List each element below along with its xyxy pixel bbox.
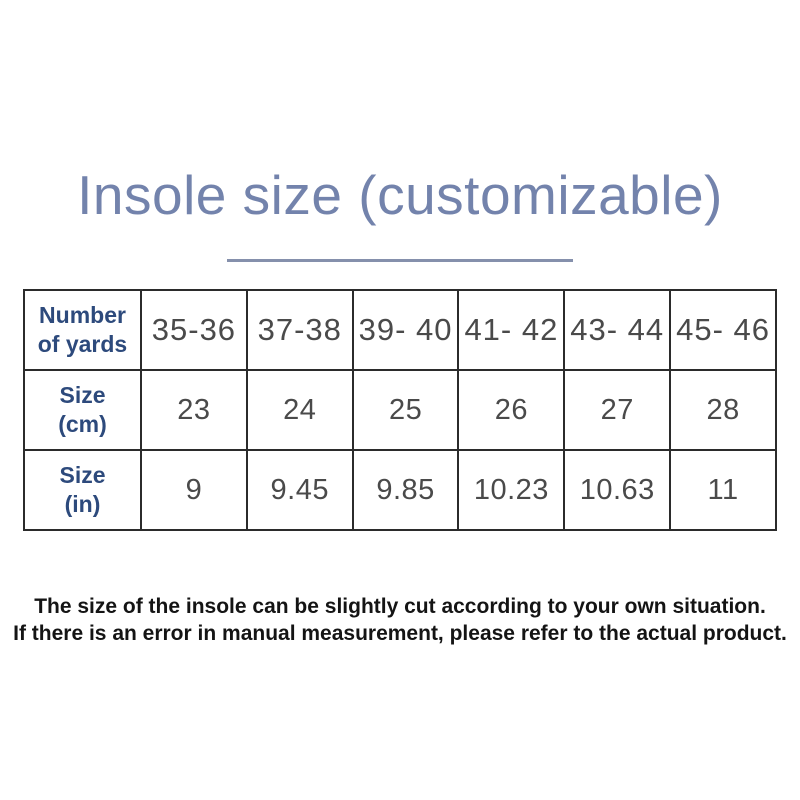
- row-label-line: (in): [64, 491, 101, 517]
- cm-cell: 23: [140, 369, 248, 451]
- in-cell: 9.85: [351, 449, 460, 531]
- disclaimer-note: The size of the insole can be slightly c…: [0, 593, 800, 648]
- in-cell: 9.45: [245, 449, 354, 531]
- cm-cell: 26: [457, 369, 566, 451]
- yards-cell: 35-36: [140, 289, 248, 371]
- title-divider-line: [227, 259, 573, 262]
- cm-cell: 28: [669, 369, 777, 451]
- page-title: Insole size (customizable): [77, 164, 723, 226]
- yards-cell: 39- 40: [351, 289, 460, 371]
- in-cell: 9: [140, 449, 248, 531]
- table-row-size-in: Size (in) 9 9.45 9.85 10.23 10.63 11: [23, 449, 777, 531]
- row-label-size-in: Size (in): [23, 449, 142, 531]
- in-cell: 10.63: [563, 449, 672, 531]
- table-row-size-cm: Size (cm) 23 24 25 26 27 28: [23, 369, 777, 451]
- in-cell: 11: [669, 449, 777, 531]
- row-label-line: Size: [59, 382, 106, 409]
- disclaimer-line-2: If there is an error in manual measureme…: [13, 622, 787, 646]
- disclaimer-line-1: The size of the insole can be slightly c…: [34, 595, 766, 618]
- row-label-line: Size: [59, 462, 106, 489]
- yards-cell: 43- 44: [563, 289, 672, 371]
- row-label-line: (cm): [58, 411, 107, 437]
- row-label-size-cm: Size (cm): [23, 369, 142, 451]
- cm-cell: 25: [351, 369, 460, 451]
- insole-size-table: Number of yards 35-36 37-38 39- 40 41- 4…: [23, 289, 777, 531]
- table-row-number-of-yards: Number of yards 35-36 37-38 39- 40 41- 4…: [23, 289, 777, 371]
- cm-cell: 24: [245, 369, 354, 451]
- yards-cell: 41- 42: [457, 289, 566, 371]
- row-label-line: of yards: [37, 331, 128, 357]
- in-cell: 10.23: [457, 449, 566, 531]
- cm-cell: 27: [563, 369, 672, 451]
- yards-cell: 37-38: [245, 289, 354, 371]
- row-label-number-of-yards: Number of yards: [23, 289, 142, 371]
- yards-cell: 45- 46: [669, 289, 777, 371]
- row-label-line: Number: [39, 302, 126, 329]
